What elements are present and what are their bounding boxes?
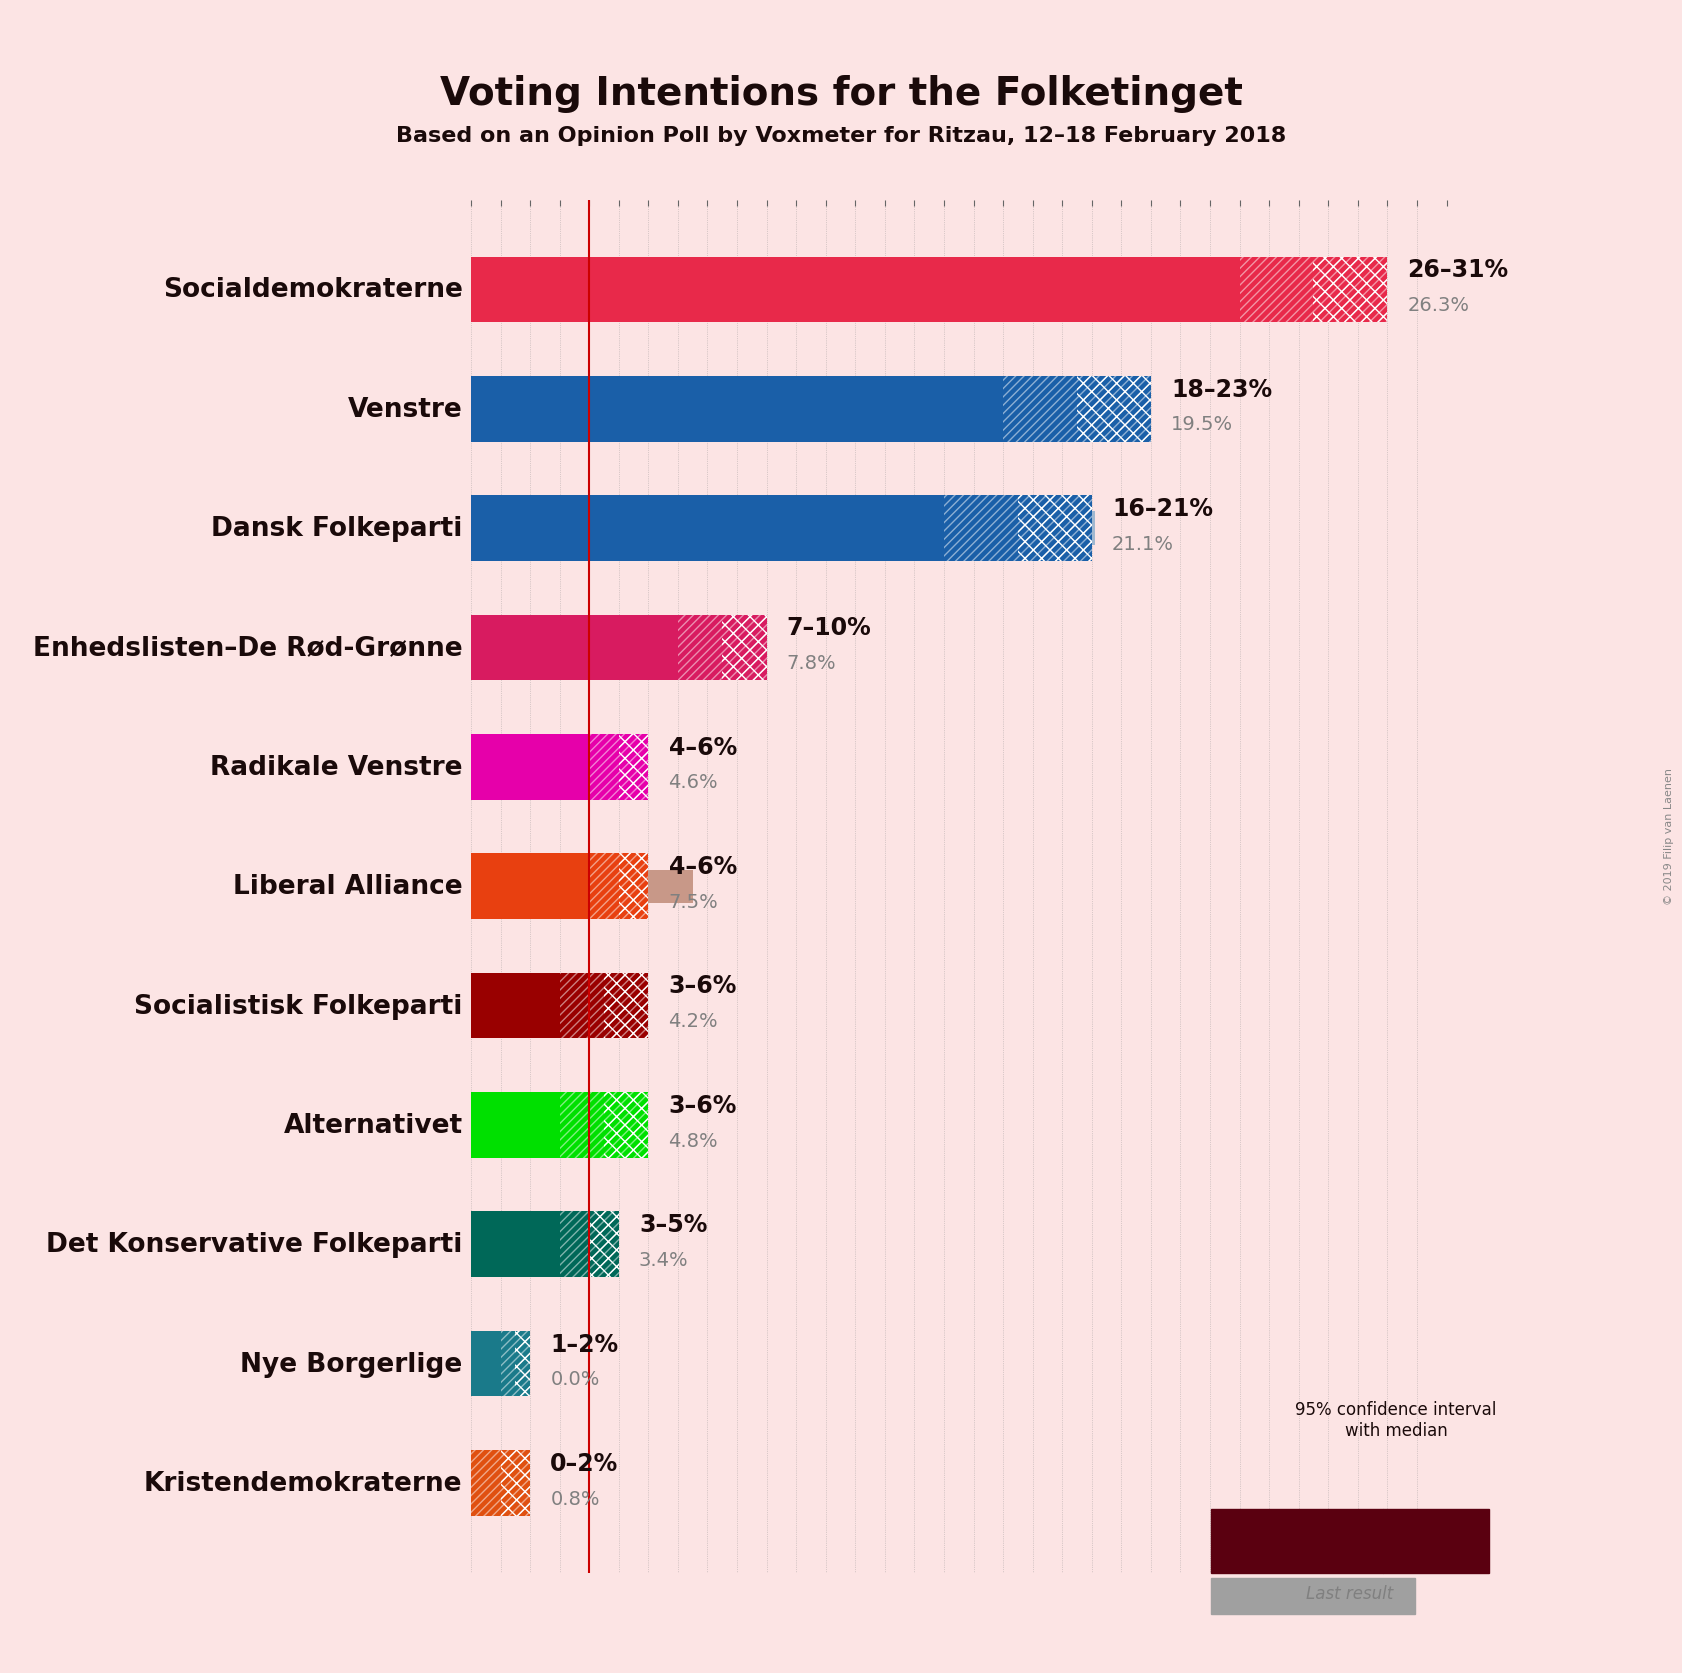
- Bar: [515, 1332, 530, 1397]
- Text: 16–21%: 16–21%: [1112, 497, 1213, 520]
- Text: 26.3%: 26.3%: [1408, 296, 1470, 315]
- Bar: [471, 616, 678, 681]
- Bar: [471, 258, 1240, 323]
- Text: Dansk Folkeparti: Dansk Folkeparti: [212, 515, 463, 542]
- Bar: [471, 1228, 572, 1261]
- Text: 4–6%: 4–6%: [668, 855, 737, 878]
- Bar: [604, 1092, 648, 1158]
- Text: 1–2%: 1–2%: [550, 1332, 619, 1355]
- Text: Nye Borgerlige: Nye Borgerlige: [241, 1350, 463, 1377]
- Bar: [1076, 376, 1150, 442]
- Bar: [678, 616, 722, 681]
- Text: 3–5%: 3–5%: [639, 1213, 708, 1236]
- Bar: [560, 974, 604, 1039]
- Bar: [1002, 376, 1150, 442]
- Text: 3–6%: 3–6%: [668, 974, 737, 997]
- Text: Liberal Alliance: Liberal Alliance: [232, 873, 463, 900]
- Bar: [1240, 258, 1388, 323]
- Bar: [1383, 1509, 1489, 1573]
- Bar: [1314, 258, 1388, 323]
- Text: Alternativet: Alternativet: [284, 1113, 463, 1138]
- Text: Det Konservative Folkeparti: Det Konservative Folkeparti: [45, 1231, 463, 1258]
- Bar: [471, 495, 944, 562]
- Text: 0.0%: 0.0%: [550, 1370, 600, 1389]
- Bar: [471, 376, 1002, 442]
- Text: 3.4%: 3.4%: [639, 1250, 688, 1270]
- Text: 95% confidence interval
with median: 95% confidence interval with median: [1295, 1400, 1497, 1439]
- Bar: [471, 1332, 501, 1397]
- Text: Based on an Opinion Poll by Voxmeter for Ritzau, 12–18 February 2018: Based on an Opinion Poll by Voxmeter for…: [395, 125, 1287, 146]
- Text: 7.8%: 7.8%: [787, 654, 836, 673]
- Bar: [1018, 495, 1092, 562]
- Text: 19.5%: 19.5%: [1171, 415, 1233, 433]
- Bar: [944, 495, 1092, 562]
- Bar: [471, 1109, 612, 1143]
- Bar: [722, 616, 767, 681]
- Bar: [471, 1211, 560, 1278]
- Bar: [589, 1211, 619, 1278]
- Bar: [471, 974, 560, 1039]
- Text: Socialdemokraterne: Socialdemokraterne: [163, 278, 463, 303]
- Bar: [471, 393, 1048, 427]
- Text: 7–10%: 7–10%: [787, 616, 871, 641]
- Bar: [471, 1467, 495, 1501]
- Bar: [471, 734, 589, 800]
- Text: Last result: Last result: [1307, 1584, 1393, 1603]
- Text: 4–6%: 4–6%: [668, 736, 737, 760]
- Bar: [471, 1450, 501, 1516]
- Bar: [589, 853, 648, 920]
- Bar: [471, 751, 607, 785]
- Bar: [501, 1332, 515, 1397]
- Bar: [560, 974, 648, 1039]
- Bar: [1240, 258, 1314, 323]
- Text: © 2019 Filip van Laenen: © 2019 Filip van Laenen: [1663, 768, 1674, 905]
- Bar: [944, 495, 1018, 562]
- Bar: [589, 734, 619, 800]
- Bar: [560, 1092, 648, 1158]
- Bar: [471, 1450, 530, 1516]
- Text: 21.1%: 21.1%: [1112, 534, 1174, 554]
- Bar: [589, 853, 619, 920]
- Text: 0.8%: 0.8%: [550, 1489, 600, 1507]
- Text: 26–31%: 26–31%: [1408, 258, 1509, 283]
- Bar: [1211, 1509, 1383, 1573]
- Text: Voting Intentions for the Folketinget: Voting Intentions for the Folketinget: [439, 75, 1243, 114]
- Text: 3–6%: 3–6%: [668, 1092, 737, 1118]
- Bar: [471, 853, 589, 920]
- Bar: [471, 273, 1248, 306]
- Text: Socialistisk Folkeparti: Socialistisk Folkeparti: [135, 994, 463, 1019]
- Bar: [471, 1092, 560, 1158]
- Bar: [1002, 376, 1076, 442]
- Bar: [589, 734, 648, 800]
- Bar: [604, 974, 648, 1039]
- Text: 4.8%: 4.8%: [668, 1131, 718, 1149]
- Bar: [501, 1450, 530, 1516]
- Text: 0–2%: 0–2%: [550, 1450, 619, 1476]
- Bar: [471, 631, 701, 664]
- Text: 18–23%: 18–23%: [1171, 378, 1272, 402]
- Text: 4.6%: 4.6%: [668, 773, 718, 791]
- Bar: [619, 734, 648, 800]
- Bar: [471, 512, 1095, 545]
- Bar: [560, 1211, 619, 1278]
- Bar: [619, 853, 648, 920]
- Text: Kristendemokraterne: Kristendemokraterne: [145, 1471, 463, 1496]
- Text: 7.5%: 7.5%: [668, 892, 718, 912]
- Bar: [678, 616, 767, 681]
- Bar: [560, 1211, 589, 1278]
- Bar: [560, 1092, 604, 1158]
- Bar: [1383, 1509, 1489, 1573]
- Text: Venstre: Venstre: [348, 397, 463, 423]
- Text: Radikale Venstre: Radikale Venstre: [210, 755, 463, 780]
- Text: 4.2%: 4.2%: [668, 1012, 718, 1031]
- Bar: [501, 1332, 530, 1397]
- Bar: [471, 870, 693, 903]
- Bar: [471, 989, 595, 1022]
- Text: Enhedslisten–De Rød-Grønne: Enhedslisten–De Rød-Grønne: [34, 636, 463, 661]
